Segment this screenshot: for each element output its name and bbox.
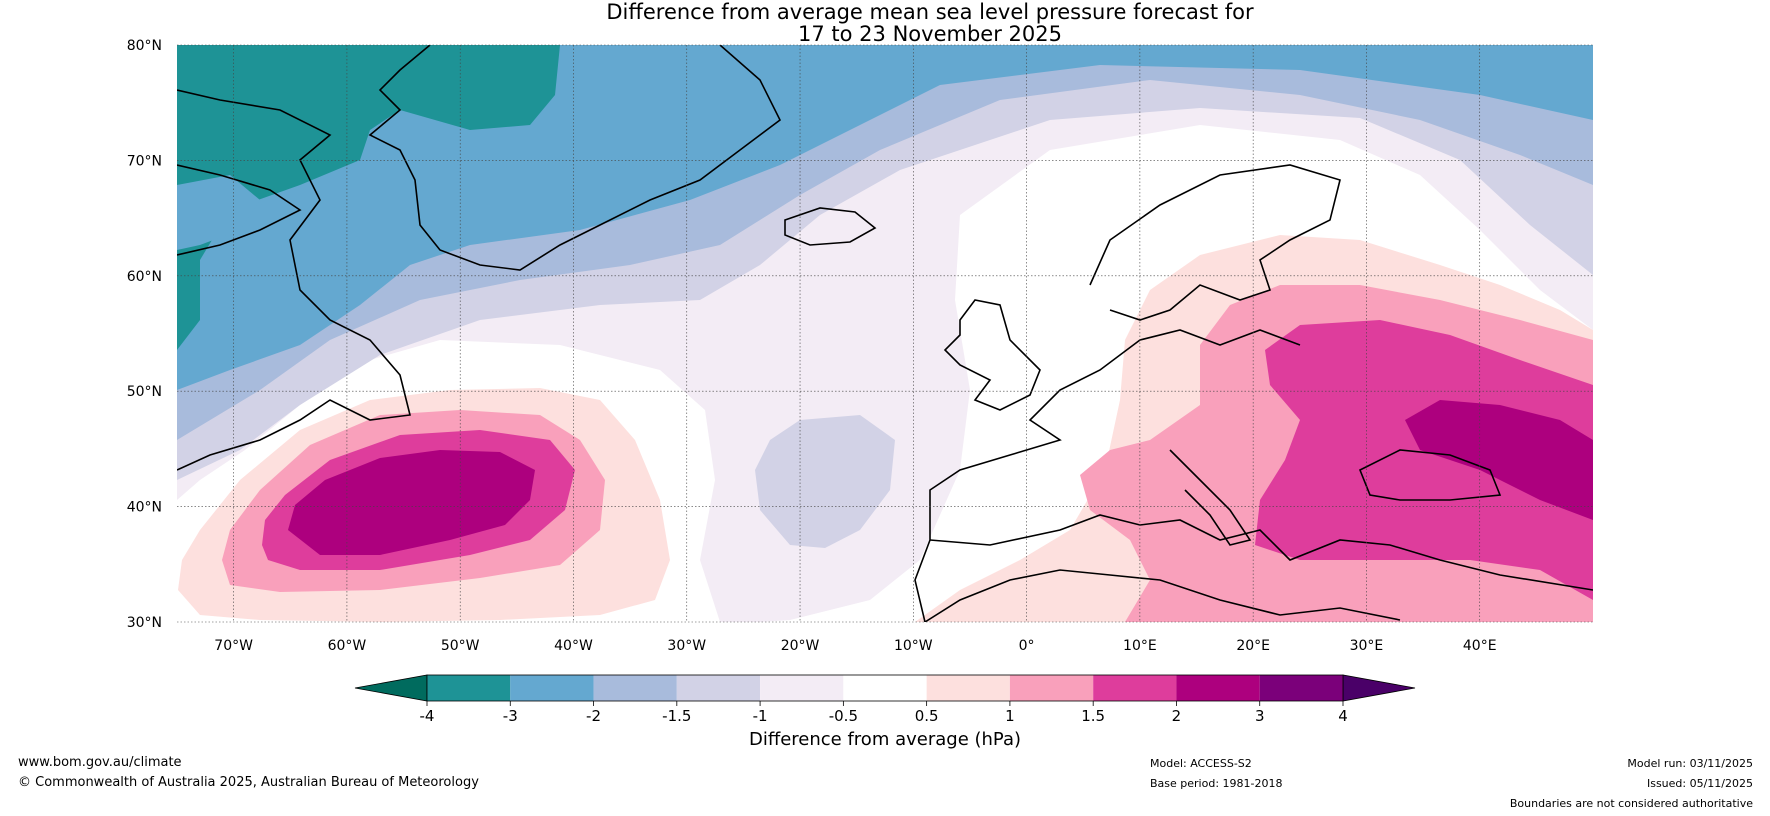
coastline-north-america xyxy=(177,89,411,471)
colorbar-frame xyxy=(426,674,1344,702)
longitude-label: 30°E xyxy=(1350,638,1384,654)
footer-website: www.bom.gov.au/climate xyxy=(18,755,182,770)
longitude-label: 40°E xyxy=(1463,638,1497,654)
latitude-label: 80°N xyxy=(127,38,162,54)
colorbar-segment xyxy=(676,675,761,701)
colorbar-segment xyxy=(427,675,511,701)
latitude-label: 50°N xyxy=(127,384,162,400)
colorbar-segment xyxy=(1009,675,1094,701)
colorbar-segment xyxy=(926,675,1010,701)
colorbar-tick-label: 0.5 xyxy=(915,707,939,725)
latitude-labels: 80°N 70°N 60°N 50°N 40°N 30°N xyxy=(127,38,162,631)
band-plus-2-to-3-atlantic xyxy=(288,450,535,555)
latitude-label: 60°N xyxy=(127,269,162,285)
coastline-greenland xyxy=(368,45,782,271)
footer-base-period: Base period: 1981-2018 xyxy=(1150,777,1283,790)
colorbar-segment xyxy=(843,675,927,701)
band-plus-1.5-to-2-europe xyxy=(1255,320,1593,600)
colorbar-tick-label: -1.5 xyxy=(662,707,691,725)
colorbar-segment xyxy=(593,675,677,701)
footer-model: Model: ACCESS-S2 xyxy=(1150,757,1252,770)
colorbar-tick-label: 4 xyxy=(1338,707,1348,725)
longitude-label: 30°W xyxy=(667,638,706,654)
longitude-label: 10°E xyxy=(1123,638,1157,654)
colorbar-tick-label: -1 xyxy=(753,707,768,725)
colorbar-label: Difference from average (hPa) xyxy=(749,729,1021,750)
anomaly-field xyxy=(177,45,1593,622)
colorbar-tick-label: 3 xyxy=(1255,707,1265,725)
colorbar-segment xyxy=(760,675,844,701)
coastline-black-sea xyxy=(1358,449,1502,501)
latitude-label: 70°N xyxy=(127,153,162,169)
colorbar-tick-label: -4 xyxy=(420,707,435,725)
coastline-arctic-islands xyxy=(177,164,302,256)
colorbar-extend-high xyxy=(1342,674,1416,702)
latitude-label: 30°N xyxy=(127,615,162,631)
coastline-western-europe xyxy=(914,329,1301,622)
longitude-label: 10°W xyxy=(894,638,933,654)
longitude-label: 60°W xyxy=(328,638,367,654)
longitude-label: 40°W xyxy=(554,638,593,654)
chart-title-line-1: Difference from average mean sea level p… xyxy=(606,0,1254,24)
coastline-british-isles xyxy=(943,299,1041,411)
colorbar: -4 -3 -2 -1.5 -1 -0.5 0.5 1 1.5 2 3 4 xyxy=(354,674,1416,725)
latitude-label: 40°N xyxy=(127,500,162,516)
longitude-label: 70°W xyxy=(214,638,253,654)
colorbar-segment xyxy=(510,675,594,701)
longitude-label: 20°E xyxy=(1236,638,1270,654)
footer-issued: Issued: 05/11/2025 xyxy=(1646,777,1753,790)
coastline-scandinavia xyxy=(1089,164,1341,321)
colorbar-tick-label: 1.5 xyxy=(1081,707,1105,725)
longitude-label: 20°W xyxy=(781,638,820,654)
graticule xyxy=(177,44,1593,623)
footer-model-run: Model run: 03/11/2025 xyxy=(1627,757,1753,770)
colorbar-extend-low xyxy=(354,674,428,702)
coastlines xyxy=(177,45,1593,622)
colorbar-segment xyxy=(1259,675,1343,701)
footer-copyright: © Commonwealth of Australia 2025, Austra… xyxy=(18,775,479,790)
longitude-label: 50°W xyxy=(441,638,480,654)
band-minus-1.5-to-minus-1-atlantic xyxy=(755,415,895,548)
band-minus-3-to-minus-2-inner xyxy=(177,175,260,250)
colorbar-tick-label: 1 xyxy=(1005,707,1015,725)
band-minus-3-to-minus-2 xyxy=(177,45,1593,390)
colorbar-segment xyxy=(1093,675,1177,701)
longitude-label: 0° xyxy=(1019,638,1035,654)
coastline-italy xyxy=(1169,449,1252,546)
band-plus-2-to-3-europe xyxy=(1405,400,1593,520)
coastline-north-africa xyxy=(924,569,1401,622)
coastline-iceland xyxy=(784,207,877,246)
band-minus-4-to-minus-3 xyxy=(177,45,560,350)
longitude-labels: 70°W 60°W 50°W 40°W 30°W 20°W 10°W 0° 10°E 20°E 30… xyxy=(214,638,1496,654)
colorbar-tick-label: -2 xyxy=(586,707,601,725)
colorbar-tick-label: -0.5 xyxy=(829,707,858,725)
colorbar-tick-label: -3 xyxy=(503,707,518,725)
colorbar-segment xyxy=(1176,675,1260,701)
footer-disclaimer: Boundaries are not considered authoritat… xyxy=(1509,797,1753,810)
colorbar-tick-label: 2 xyxy=(1172,707,1182,725)
coastline-mediterranean xyxy=(929,514,1593,591)
chart-title-line-2: 17 to 23 November 2025 xyxy=(798,22,1062,46)
